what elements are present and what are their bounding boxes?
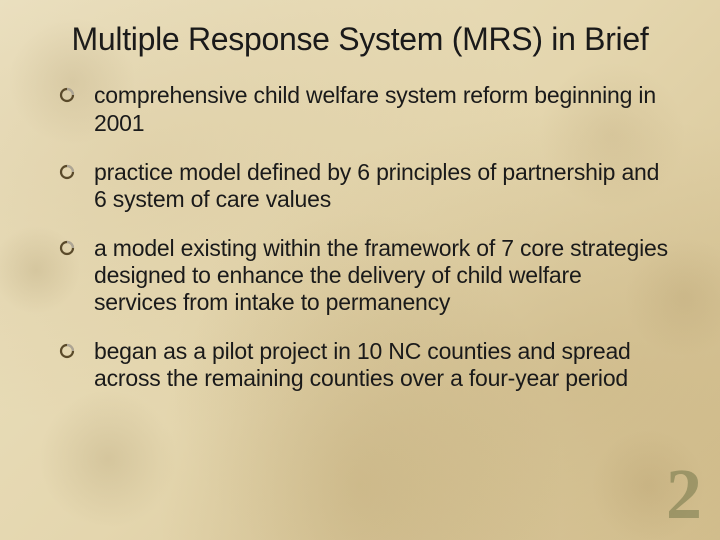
bullet-item: a model existing within the framework of… [58, 235, 670, 316]
bullet-item: practice model defined by 6 principles o… [58, 159, 670, 213]
slide-title: Multiple Response System (MRS) in Brief [50, 20, 670, 58]
bullet-text: a model existing within the framework of… [94, 235, 668, 315]
page-number: 2 [666, 458, 702, 530]
ring-bullet-icon [58, 86, 76, 104]
bullet-item: began as a pilot project in 10 NC counti… [58, 338, 670, 392]
ring-bullet-icon [58, 163, 76, 181]
bullet-text: practice model defined by 6 principles o… [94, 159, 659, 212]
bullet-item: comprehensive child welfare system refor… [58, 82, 670, 136]
ring-bullet-icon [58, 342, 76, 360]
ring-bullet-icon [58, 239, 76, 257]
bullet-text: began as a pilot project in 10 NC counti… [94, 338, 631, 391]
bullet-text: comprehensive child welfare system refor… [94, 82, 656, 135]
bullet-list: comprehensive child welfare system refor… [50, 82, 670, 392]
slide: Multiple Response System (MRS) in Brief … [0, 0, 720, 540]
